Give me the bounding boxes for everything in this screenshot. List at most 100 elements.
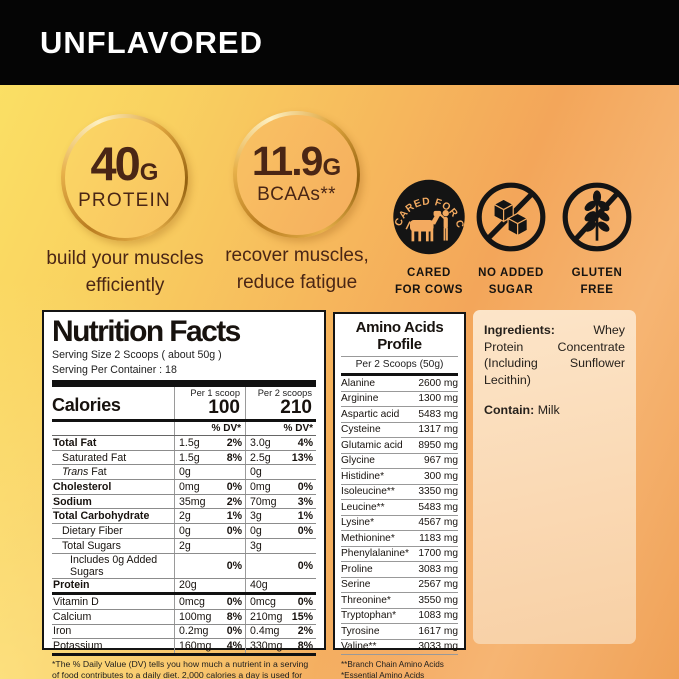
nutrient-name: Trans Fat xyxy=(62,466,107,479)
nutrition-row: Saturated Fat 1.5g 8% 2.5g 13% xyxy=(52,450,316,466)
nutrient-dv-1scoop: 8% xyxy=(226,451,242,464)
nutrient-amount-1scoop: 0mg xyxy=(174,480,215,494)
cow-icon: CARED FOR COWS xyxy=(391,178,465,255)
bcaa-label: BCAAs** xyxy=(257,184,336,206)
amino-acid-amount: 8950 mg xyxy=(418,439,458,451)
amino-acid-row: Valine** 3033 mg xyxy=(341,640,458,655)
nutrient-name: Iron xyxy=(53,625,72,638)
nutrition-row: Total Sugars 2g 3g xyxy=(52,538,316,554)
amino-acid-row: Phenylalanine* 1700 mg xyxy=(341,547,458,562)
bcaa-caption-line2: reduce fatigue xyxy=(236,271,358,293)
amino-acid-row: Glycine 967 mg xyxy=(341,454,458,469)
amino-acid-amount: 3350 mg xyxy=(418,486,458,498)
nutrient-amount-1scoop: 0g xyxy=(174,465,215,480)
badge-label-line1: GLUTEN xyxy=(571,267,623,279)
protein-caption-line2: efficiently xyxy=(85,274,165,296)
nutrient-amount-2scoops: 0g xyxy=(245,465,287,480)
nutrient-dv-1scoop: 0% xyxy=(226,559,242,572)
ingredients-label: Ingredients: xyxy=(484,323,555,337)
nutrient-dv-1scoop: 0% xyxy=(226,480,242,493)
amino-acid-name: Alanine xyxy=(341,377,375,389)
amino-acid-name: Leucine** xyxy=(341,501,385,513)
badge-gluten-free: GLUTEN FREE xyxy=(551,178,643,300)
nutrient-amount-2scoops xyxy=(245,553,287,578)
flavor-name: UNFLAVORED xyxy=(40,24,263,60)
nutrition-row: Iron 0.2mg 0% 0.4mg 2% xyxy=(52,624,316,640)
nutrient-amount-2scoops: 0mg xyxy=(245,480,287,494)
protein-label: PROTEIN xyxy=(78,190,171,212)
amino-acid-row: Leucine** 5483 mg xyxy=(341,500,458,516)
nutrient-amount-2scoops: 0.4mg xyxy=(245,624,287,639)
protein-amount-unit: G xyxy=(139,158,159,186)
nutrition-rows: Total Fat 1.5g 2% 3.0g 4% Saturated Fat 1.5g 8%… xyxy=(52,436,316,656)
nutrient-dv-2scoops: 0% xyxy=(297,596,313,609)
nutrition-row: Includes 0g Added Sugars 0% 0% xyxy=(52,553,316,579)
nutrition-row: Calcium 100mg 8% 210mg 15% xyxy=(52,609,316,625)
nutrient-dv-1scoop: 0% xyxy=(226,625,242,638)
contains-text: Contain: Milk xyxy=(484,402,625,419)
nutrient-dv-2scoops: 8% xyxy=(297,640,313,653)
badge-label-line2: SUGAR xyxy=(488,284,534,297)
amino-acid-row: Proline 3083 mg xyxy=(341,562,458,578)
badge-gluten-free-label: GLUTEN FREE xyxy=(572,265,623,300)
bcaa-amount-unit: G xyxy=(322,153,342,181)
nutrient-name: Dietary Fiber xyxy=(62,525,123,537)
flavor-banner: UNFLAVORED xyxy=(0,0,679,85)
badge-label-line1: NO ADDED xyxy=(478,267,544,279)
amino-acid-row: Threonine* 3550 mg xyxy=(341,593,458,609)
nutrient-amount-2scoops: 330mg xyxy=(245,639,287,653)
amino-acids-panel: Amino Acids Profile Per 2 Scoops (50g) A… xyxy=(333,312,466,679)
amino-acid-amount: 1183 mg xyxy=(419,532,458,544)
amino-acid-row: Arginine 1300 mg xyxy=(341,392,458,407)
nutrition-row: Sodium 35mg 2% 70mg 3% xyxy=(52,494,316,510)
nutrient-amount-2scoops: 3g xyxy=(245,538,287,553)
nutrient-name: Protein xyxy=(53,579,90,592)
amino-acid-name: Isoleucine** xyxy=(341,486,395,498)
nutrition-row: Protein 20g 40g xyxy=(52,578,316,596)
nutrition-row: Total Carbohydrate 2g 1% 3g 1% xyxy=(52,509,316,525)
nutrient-dv-1scoop: 2% xyxy=(226,495,242,508)
nutrient-amount-1scoop: 0g xyxy=(174,524,215,538)
nutrient-amount-1scoop: 0mcg xyxy=(174,595,215,609)
contains-label: Contain: xyxy=(484,403,535,418)
nutrient-dv-2scoops: 1% xyxy=(297,510,313,523)
nutrient-amount-2scoops: 70mg xyxy=(245,494,287,509)
amino-acid-name: Phenylalanine* xyxy=(341,548,409,560)
nutrient-amount-1scoop: 1.5g xyxy=(174,436,215,450)
amino-acid-row: Histidine* 300 mg xyxy=(341,469,458,485)
amino-acid-amount: 1083 mg xyxy=(418,610,458,622)
amino-acid-row: Tryptophan* 1083 mg xyxy=(341,609,458,624)
nutrient-name: Potassium xyxy=(53,640,103,653)
amino-acid-amount: 5483 mg xyxy=(418,408,458,420)
ingredients-value: Whey Protein Concentrate (Including Sunf… xyxy=(484,323,625,387)
amino-acid-row: Serine 2567 mg xyxy=(341,578,458,593)
nutrition-row: Cholesterol 0mg 0% 0mg 0% xyxy=(52,480,316,495)
amino-acid-name: Methionine* xyxy=(341,532,395,544)
dv-header-col1: % DV* xyxy=(174,422,245,436)
amino-acid-name: Cysteine xyxy=(341,424,381,436)
nutrient-amount-1scoop: 2g xyxy=(174,509,215,524)
amino-acid-name: Proline xyxy=(341,563,373,575)
amino-acid-name: Lysine* xyxy=(341,517,375,529)
protein-caption-line1: build your muscles xyxy=(46,248,204,269)
amino-acid-row: Cysteine 1317 mg xyxy=(341,423,458,438)
essential-footnote: *Essential Amino Acids xyxy=(341,671,425,679)
no-added-sugar-icon xyxy=(476,182,546,252)
amino-acid-row: Alanine 2600 mg xyxy=(341,376,458,392)
bcaa-amount-number: 11.9 xyxy=(251,137,324,184)
amino-acid-amount: 1700 mg xyxy=(418,548,458,560)
nutrient-dv-1scoop: 0% xyxy=(226,596,242,609)
nutrient-name: Includes 0g Added Sugars xyxy=(70,553,158,578)
nutrient-dv-2scoops: 0% xyxy=(297,525,313,537)
nutrient-name: Saturated Fat xyxy=(62,451,127,464)
calories-per-2-scoops: 210 xyxy=(280,397,312,419)
amino-acid-name: Tyrosine xyxy=(341,625,380,637)
bcaa-caption-line1: recover muscles, xyxy=(225,245,369,266)
nutrient-amount-1scoop: 1.5g xyxy=(174,450,215,465)
protein-amount: 40 G xyxy=(91,140,159,187)
nutrient-dv-1scoop: 0% xyxy=(226,525,242,537)
nutrition-row: Total Fat 1.5g 2% 3.0g 4% xyxy=(52,436,316,451)
amino-acid-amount: 1317 mg xyxy=(418,424,458,436)
per-2-scoops-column-header: Per 2 scoops 210 xyxy=(245,387,317,420)
badge-cared-for-cows-label: CARED FOR COWS xyxy=(395,265,463,300)
